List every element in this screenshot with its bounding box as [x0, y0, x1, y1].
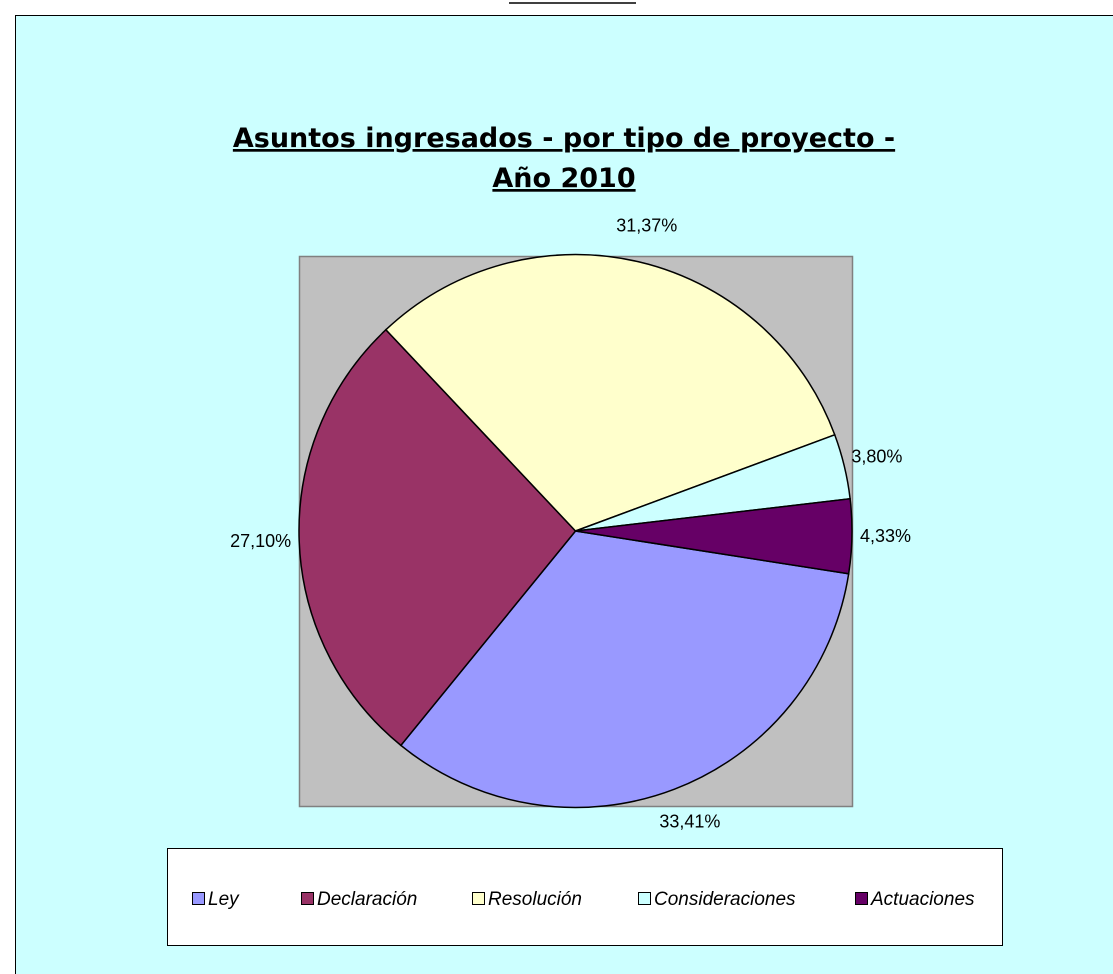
legend-label: Actuaciones: [870, 889, 975, 910]
legend-swatch: [855, 892, 868, 905]
legend-label: Consideraciones: [654, 889, 796, 910]
legend-swatch: [472, 892, 485, 905]
legend-swatch: [192, 892, 205, 905]
pie-slice: [298, 328, 577, 747]
data-label: 33,41%: [659, 812, 720, 832]
legend-swatch: [638, 892, 651, 905]
legend-label: Resolución: [488, 889, 582, 910]
pie-slice: [384, 253, 836, 532]
data-label: 3,80%: [851, 447, 902, 467]
data-label: 4,33%: [860, 526, 911, 546]
pie-slice: [399, 530, 850, 809]
legend-label: Ley: [208, 889, 240, 910]
legend-label: Declaración: [317, 889, 417, 910]
chart-title: Año 2010: [492, 163, 635, 194]
legend-swatch: [301, 892, 314, 905]
data-label: 31,37%: [616, 215, 677, 235]
chart-title: Asuntos ingresados - por tipo de proyect…: [233, 123, 895, 154]
data-label: 27,10%: [230, 531, 291, 551]
pie-slice: [575, 497, 853, 575]
